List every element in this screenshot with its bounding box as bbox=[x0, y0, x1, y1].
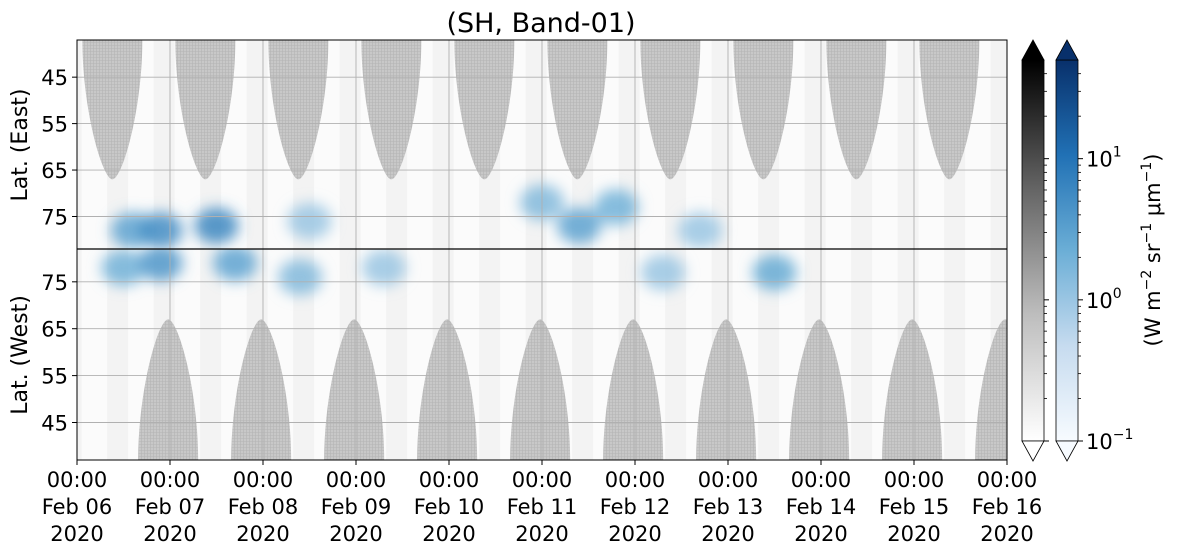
no-data-lobe bbox=[82, 40, 143, 180]
x-tick-label: 2020 bbox=[980, 522, 1033, 546]
x-tick-label: Feb 08 bbox=[228, 495, 299, 519]
x-tick-label: 00:00 bbox=[698, 468, 759, 492]
colorbar-blue: 101 100 10−1 bbox=[1055, 39, 1133, 462]
x-tick-label: 00:00 bbox=[791, 468, 852, 492]
x-tick-label: Feb 11 bbox=[507, 495, 578, 519]
no-data-lobe bbox=[454, 40, 515, 180]
x-tick-label: 2020 bbox=[794, 522, 847, 546]
no-data-lobe bbox=[324, 319, 385, 460]
y-tick-label: 55 bbox=[41, 365, 68, 389]
x-tick-label: 2020 bbox=[887, 522, 940, 546]
no-data-lobe bbox=[826, 40, 887, 180]
no-data-lobe bbox=[603, 319, 664, 460]
no-data-lobe bbox=[268, 40, 329, 180]
colorbar-blue-extend-min bbox=[1055, 440, 1079, 462]
x-tick-label: 2020 bbox=[50, 522, 103, 546]
radiance-patch bbox=[752, 254, 797, 291]
y-tick-label: 65 bbox=[41, 318, 68, 342]
no-data-lobe bbox=[919, 40, 980, 180]
radiance-patch bbox=[278, 259, 323, 296]
x-tick-label: Feb 16 bbox=[972, 495, 1043, 519]
radiance-patch bbox=[213, 249, 258, 282]
y-tick-label: 65 bbox=[41, 159, 68, 183]
radiance-patch bbox=[640, 254, 685, 291]
radiance-patch bbox=[678, 212, 723, 249]
y-tick-label: 45 bbox=[41, 66, 68, 90]
plot-west bbox=[77, 249, 1007, 460]
plot-east bbox=[77, 40, 1007, 249]
x-tick-label: 2020 bbox=[329, 522, 382, 546]
x-tick-label: 2020 bbox=[608, 522, 661, 546]
no-data-lobe bbox=[510, 319, 571, 460]
colorbar-blue-body bbox=[1055, 59, 1079, 442]
no-data-lobe bbox=[231, 319, 292, 460]
x-tick-label: Feb 09 bbox=[321, 495, 392, 519]
colorbar-grey bbox=[1021, 39, 1049, 462]
x-tick-label: 2020 bbox=[422, 522, 475, 546]
x-tick-label: Feb 06 bbox=[42, 495, 113, 519]
x-tick-label: 00:00 bbox=[605, 468, 666, 492]
colorbar-grey-body bbox=[1021, 59, 1045, 442]
x-tick-label: 00:00 bbox=[326, 468, 387, 492]
ylabel-east: Lat. (East) bbox=[8, 89, 33, 202]
x-tick-label: Feb 07 bbox=[135, 495, 206, 519]
x-tick-label: 00:00 bbox=[233, 468, 294, 492]
colorbar-tick-label: 101 bbox=[1086, 145, 1122, 172]
ylabel-west: Lat. (West) bbox=[8, 295, 33, 415]
x-tick-label: Feb 14 bbox=[786, 495, 857, 519]
y-tick-label: 75 bbox=[41, 205, 68, 229]
no-data-lobe bbox=[789, 319, 850, 460]
no-data-lobe bbox=[361, 40, 422, 180]
colorbar-grey-extend-min bbox=[1021, 440, 1045, 462]
no-data-lobe bbox=[640, 40, 701, 180]
y-tick-label: 45 bbox=[41, 411, 68, 435]
radiance-patch bbox=[594, 189, 639, 226]
x-tick-label: 2020 bbox=[143, 522, 196, 546]
x-tick-label: 00:00 bbox=[419, 468, 480, 492]
radiance-patch bbox=[557, 207, 602, 244]
chart-title: (SH, Band-01) bbox=[446, 8, 635, 39]
colorbar-tick-label: 100 bbox=[1086, 286, 1122, 313]
x-tick-label: 2020 bbox=[701, 522, 754, 546]
radiance-patch bbox=[138, 212, 183, 249]
no-data-lobe bbox=[417, 319, 478, 460]
x-tick-label: Feb 10 bbox=[414, 495, 485, 519]
x-tick-label: Feb 12 bbox=[600, 495, 671, 519]
x-tick-label: Feb 13 bbox=[693, 495, 764, 519]
radiance-patch bbox=[138, 249, 183, 282]
no-data-lobe bbox=[696, 319, 757, 460]
x-tick-label: Feb 15 bbox=[879, 495, 950, 519]
radiance-patch bbox=[101, 249, 146, 286]
x-tick-label: 00:00 bbox=[140, 468, 201, 492]
swath-band bbox=[81, 249, 108, 460]
radiance-patch bbox=[194, 207, 239, 244]
no-data-lobe bbox=[547, 40, 608, 180]
radiance-patch bbox=[287, 203, 332, 240]
x-tick-label: 00:00 bbox=[512, 468, 573, 492]
colorbar-label: (W m−2 sr−1 μm−1) bbox=[1139, 154, 1165, 347]
x-tick-label: 2020 bbox=[236, 522, 289, 546]
colorbar-tick-label: 10−1 bbox=[1086, 427, 1133, 454]
radiance-patch bbox=[361, 249, 406, 286]
x-tick-label: 00:00 bbox=[884, 468, 945, 492]
colorbar-blue-extend-max bbox=[1055, 39, 1079, 61]
no-data-lobe bbox=[175, 40, 236, 180]
x-tick-label: 00:00 bbox=[977, 468, 1038, 492]
no-data-lobe bbox=[138, 319, 199, 460]
no-data-lobe bbox=[882, 319, 943, 460]
colorbar-grey-extend-max bbox=[1021, 39, 1045, 61]
no-data-lobe bbox=[733, 40, 794, 180]
y-tick-label: 55 bbox=[41, 113, 68, 137]
x-tick-label: 00:00 bbox=[47, 468, 108, 492]
no-data-lobe bbox=[975, 319, 1007, 460]
y-tick-label: 75 bbox=[41, 271, 68, 295]
x-tick-label: 2020 bbox=[515, 522, 568, 546]
